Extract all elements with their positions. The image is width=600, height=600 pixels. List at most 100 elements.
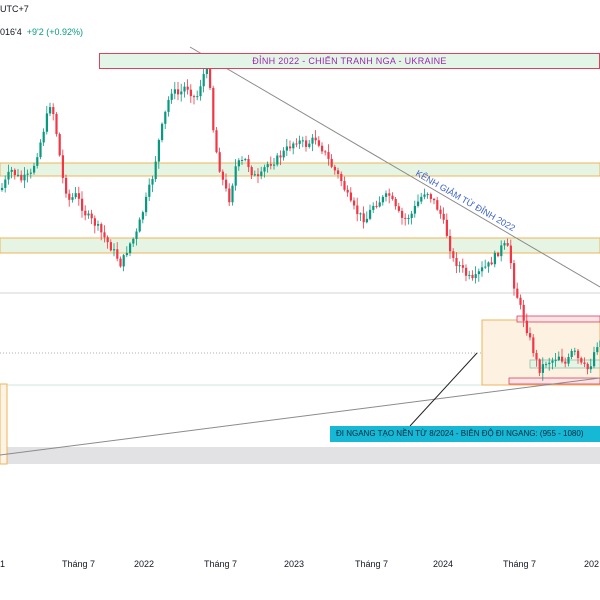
candle-body bbox=[129, 243, 132, 254]
candle-body bbox=[196, 96, 199, 98]
candle-body bbox=[516, 288, 519, 298]
candle-body bbox=[365, 218, 368, 223]
candle-body bbox=[141, 212, 144, 220]
candle-body bbox=[45, 113, 48, 132]
callout-arrow bbox=[409, 352, 478, 427]
candle-body bbox=[183, 86, 186, 92]
candle-body bbox=[401, 210, 404, 218]
candle-body bbox=[295, 143, 298, 145]
candle-body bbox=[260, 171, 263, 177]
candle-body bbox=[417, 201, 420, 206]
candle-body bbox=[26, 173, 29, 175]
candle-body bbox=[218, 152, 221, 172]
gray-band bbox=[0, 447, 600, 464]
candle-body bbox=[397, 206, 400, 211]
candle-body bbox=[535, 353, 538, 360]
candle-body bbox=[151, 179, 154, 185]
candle-body bbox=[39, 142, 42, 158]
candle-body bbox=[321, 145, 324, 152]
candle-body bbox=[279, 155, 282, 158]
candle-body bbox=[135, 231, 138, 239]
last-price: 016'4 bbox=[0, 27, 22, 37]
candle-body bbox=[477, 271, 480, 275]
candle-body bbox=[314, 137, 317, 141]
candle-body bbox=[442, 213, 445, 220]
candle-body bbox=[343, 181, 346, 190]
candle-body bbox=[167, 99, 170, 112]
candle-body bbox=[452, 251, 455, 258]
candle-body bbox=[471, 274, 474, 279]
candle-body bbox=[33, 165, 36, 173]
candle-body bbox=[375, 205, 378, 207]
ascending-trendline bbox=[0, 377, 600, 456]
candle-body bbox=[385, 193, 388, 197]
top-annotation: ĐỈNH 2022 - CHIẾN TRANH NGA - UKRAINE bbox=[99, 53, 600, 69]
candle-body bbox=[465, 267, 468, 276]
candle-body bbox=[20, 174, 23, 181]
candle-body bbox=[541, 364, 544, 373]
candle-body bbox=[529, 333, 532, 338]
candle-body bbox=[455, 257, 458, 267]
x-tick: 1 bbox=[0, 559, 5, 569]
candle-body bbox=[49, 107, 52, 114]
x-tick: 202 bbox=[584, 559, 599, 569]
candle-body bbox=[225, 179, 228, 189]
candle-body bbox=[429, 194, 432, 199]
candle-body bbox=[573, 350, 576, 352]
x-tick: Tháng 7 bbox=[355, 559, 388, 569]
candle-body bbox=[391, 195, 394, 200]
candle-body bbox=[404, 217, 407, 219]
candle-body bbox=[346, 189, 349, 193]
candle-body bbox=[103, 232, 106, 238]
candle-body bbox=[282, 150, 285, 158]
candle-body bbox=[81, 198, 84, 211]
candle-body bbox=[253, 174, 256, 176]
candle-body bbox=[157, 140, 160, 162]
candle-body bbox=[433, 198, 436, 201]
left-orange-box bbox=[0, 383, 8, 465]
candle-body bbox=[113, 249, 116, 251]
candle-body bbox=[269, 164, 272, 166]
candle-body bbox=[205, 68, 208, 75]
candle-body bbox=[548, 362, 551, 365]
candle-body bbox=[132, 238, 135, 244]
candle-body bbox=[468, 274, 471, 276]
candle-body bbox=[97, 224, 100, 226]
candle-body bbox=[503, 243, 506, 246]
header-timezone: UTC+7 bbox=[0, 4, 29, 14]
candle-body bbox=[407, 218, 410, 220]
candle-body bbox=[193, 96, 196, 98]
candle-body bbox=[84, 210, 87, 216]
candle-body bbox=[570, 350, 573, 358]
candle-body bbox=[100, 224, 103, 233]
candle-body bbox=[500, 245, 503, 257]
candle-body bbox=[525, 320, 528, 334]
candle-body bbox=[378, 202, 381, 207]
candle-body bbox=[215, 130, 218, 153]
candle-body bbox=[522, 304, 525, 321]
candle-body bbox=[301, 140, 304, 142]
header-quote: 016'4 +9'2 (+0.92%) bbox=[0, 27, 83, 37]
x-tick: Tháng 7 bbox=[204, 559, 237, 569]
candle-body bbox=[564, 361, 567, 364]
candle-body bbox=[493, 252, 496, 265]
candle-body bbox=[29, 172, 32, 174]
candle-body bbox=[17, 174, 20, 176]
candle-body bbox=[199, 86, 202, 97]
candle-body bbox=[337, 170, 340, 174]
candle-body bbox=[4, 179, 7, 188]
x-tick: 2022 bbox=[134, 559, 154, 569]
candle-body bbox=[52, 107, 55, 115]
candle-body bbox=[513, 263, 516, 289]
candle-body bbox=[439, 209, 442, 214]
candle-body bbox=[583, 362, 586, 364]
candle-body bbox=[42, 131, 45, 143]
candle-body bbox=[410, 213, 413, 219]
candle-body bbox=[324, 151, 327, 153]
candle-body bbox=[532, 337, 535, 354]
candle-body bbox=[23, 174, 26, 181]
candle-body bbox=[276, 155, 279, 165]
candle-body bbox=[305, 140, 308, 147]
candle-body bbox=[298, 140, 301, 144]
